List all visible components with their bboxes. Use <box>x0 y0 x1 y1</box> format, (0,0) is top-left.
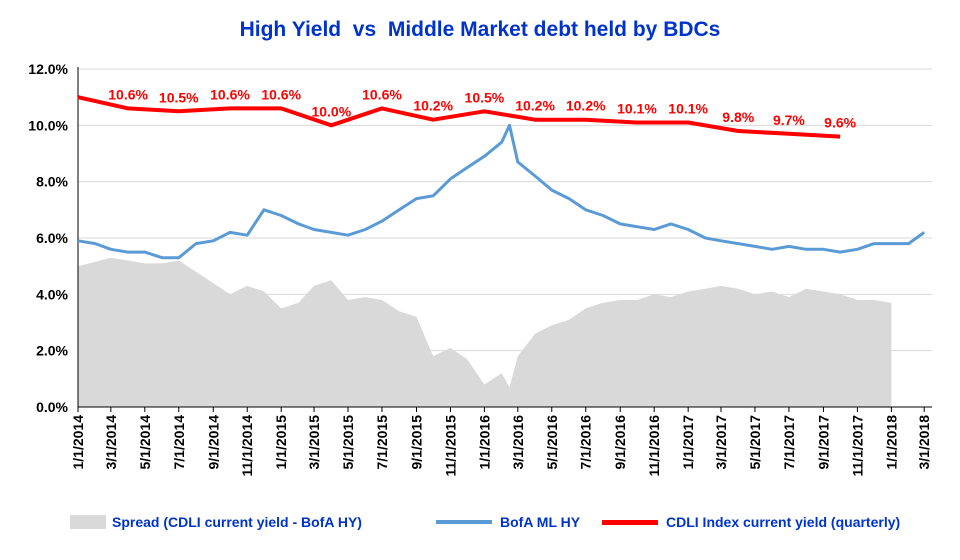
x-tick-label: 11/1/2016 <box>646 415 662 477</box>
legend-label-cdli: CDLI Index current yield (quarterly) <box>666 514 901 530</box>
legend-swatch-spread <box>70 515 106 529</box>
x-tick-label: 9/1/2014 <box>205 415 221 470</box>
x-tick-label: 9/1/2016 <box>612 415 628 470</box>
x-tick-label: 1/1/2018 <box>883 415 899 470</box>
legend-item-bofa: BofA ML HY <box>436 514 580 530</box>
data-label: 10.5% <box>159 89 199 105</box>
chart-plot: 0.0% 2.0% 4.0% 6.0% 8.0% 10.0% 12.0% 10.6% 10.5%… <box>28 61 932 477</box>
x-tick-label: 1/1/2015 <box>273 415 289 470</box>
x-tick-label: 7/1/2016 <box>578 415 594 470</box>
legend-item-cdli: CDLI Index current yield (quarterly) <box>602 514 900 530</box>
x-tick-label: 3/1/2014 <box>103 415 119 470</box>
data-label: 10.1% <box>668 101 708 117</box>
data-label: 10.6% <box>362 86 402 102</box>
x-tick-label: 3/1/2016 <box>510 415 526 470</box>
x-tick-label: 1/1/2016 <box>476 415 492 470</box>
x-tick-label: 5/1/2017 <box>747 415 763 470</box>
series-bofa-line <box>77 123 926 260</box>
series-cdli-line <box>77 95 841 139</box>
x-tick-label: 7/1/2015 <box>374 415 390 470</box>
data-label: 9.7% <box>773 112 805 128</box>
data-label: 10.6% <box>210 86 250 102</box>
x-tick-label: 3/1/2017 <box>713 415 729 470</box>
data-label: 9.6% <box>824 115 856 131</box>
x-tick-label: 11/1/2015 <box>442 415 458 477</box>
chart-title: High Yield vs Middle Market debt held by… <box>239 18 721 41</box>
y-tick-label: 4.0% <box>36 286 68 302</box>
x-tick-label: 9/1/2015 <box>408 415 424 470</box>
x-tick-label: 5/1/2015 <box>340 415 356 470</box>
x-tick-label: 5/1/2014 <box>137 415 153 470</box>
y-tick-label: 0.0% <box>36 399 68 415</box>
x-tick-label: 11/1/2017 <box>849 415 865 477</box>
legend-label-bofa: BofA ML HY <box>500 514 581 530</box>
data-label: 10.2% <box>515 98 555 114</box>
legend-item-spread: Spread (CDLI current yield - BofA HY) <box>70 514 362 530</box>
y-tick-label: 10.0% <box>28 117 68 133</box>
x-tick-label: 7/1/2014 <box>171 415 187 470</box>
data-label: 10.2% <box>413 98 453 114</box>
x-tick-label: 7/1/2017 <box>781 415 797 470</box>
data-label: 10.1% <box>617 101 657 117</box>
legend-swatch-bofa <box>436 520 492 524</box>
data-label: 10.0% <box>311 103 351 119</box>
data-label: 10.6% <box>261 86 301 102</box>
x-tick-label: 1/1/2014 <box>70 415 86 470</box>
series-spread-area <box>78 257 892 407</box>
legend: Spread (CDLI current yield - BofA HY) Bo… <box>0 514 960 544</box>
data-label: 10.2% <box>566 98 606 114</box>
x-tick-label: 9/1/2017 <box>815 415 831 470</box>
x-tick-label: 3/1/2015 <box>306 415 322 470</box>
y-tick-label: 2.0% <box>36 343 68 359</box>
x-tick-label: 1/1/2017 <box>680 415 696 470</box>
y-tick-label: 8.0% <box>36 174 68 190</box>
x-tick-label: 11/1/2014 <box>239 415 255 477</box>
x-tick-label: 5/1/2016 <box>544 415 560 470</box>
legend-swatch-cdli <box>602 519 658 525</box>
x-tick-label: 3/1/2018 <box>916 415 932 470</box>
legend-label-spread: Spread (CDLI current yield - BofA HY) <box>112 514 362 530</box>
data-label: 9.8% <box>722 109 754 125</box>
data-label: 10.5% <box>465 89 505 105</box>
data-label: 10.6% <box>108 86 148 102</box>
y-tick-label: 6.0% <box>36 230 68 246</box>
y-tick-label: 12.0% <box>28 61 68 77</box>
